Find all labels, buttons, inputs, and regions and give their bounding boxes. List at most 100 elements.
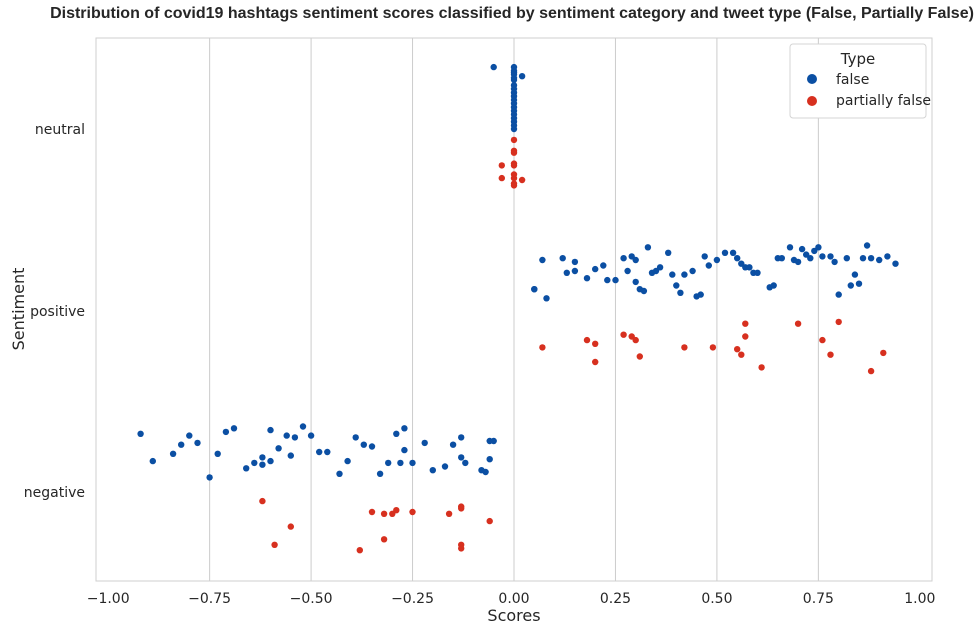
point-partially-false-positive: [742, 320, 749, 327]
point-false-positive: [819, 253, 826, 260]
point-partially-false-neutral: [510, 174, 518, 182]
point-false-negative: [299, 423, 307, 430]
point-partially-false-positive: [592, 358, 599, 366]
point-false-negative: [169, 450, 177, 457]
point-false-negative: [458, 434, 465, 441]
legend-box: [789, 43, 927, 119]
x-tick-label: −1.00: [87, 591, 130, 607]
point-false-positive: [673, 282, 680, 289]
point-false-neutral: [518, 73, 526, 80]
point-false-positive: [835, 291, 842, 298]
point-false-negative: [344, 457, 351, 465]
point-false-positive: [843, 255, 850, 262]
point-partially-false-negative: [271, 541, 278, 548]
point-false-positive: [624, 267, 631, 275]
point-false-positive: [798, 245, 806, 253]
point-partially-false-negative: [259, 497, 266, 505]
point-false-negative: [458, 454, 465, 461]
point-false-positive: [786, 244, 794, 251]
point-partially-false-positive: [827, 351, 834, 358]
point-false-positive: [746, 264, 753, 271]
point-false-negative: [401, 446, 408, 454]
point-false-positive: [847, 282, 854, 289]
point-false-negative: [385, 459, 392, 467]
x-tick-label: 0.75: [803, 591, 834, 607]
point-false-negative: [283, 432, 290, 439]
point-partially-false-positive: [794, 320, 802, 327]
point-partially-false-negative: [380, 510, 388, 517]
point-false-negative: [421, 439, 428, 447]
point-false-negative: [243, 465, 250, 472]
chart-title: Distribution of covid19 hashtags sentime…: [50, 5, 974, 22]
legend: Type false partially false: [789, 43, 931, 119]
point-partially-false-positive: [835, 318, 842, 326]
point-false-positive: [632, 256, 639, 264]
point-partially-false-negative: [458, 505, 465, 512]
point-false-positive: [539, 256, 546, 264]
point-false-negative: [186, 432, 193, 439]
legend-marker-partially-false: [807, 96, 817, 106]
point-false-negative: [206, 474, 213, 481]
point-false-negative: [360, 441, 367, 448]
point-false-negative: [449, 441, 457, 448]
point-false-neutral: [510, 74, 518, 82]
point-false-positive: [669, 271, 676, 278]
point-false-positive: [851, 271, 859, 278]
y-tick-label-positive: positive: [30, 304, 85, 320]
x-tick-label: 0.00: [498, 591, 529, 607]
point-false-negative: [307, 432, 315, 439]
point-false-positive: [677, 289, 684, 296]
x-tick-label: −0.75: [188, 591, 231, 607]
point-false-positive: [884, 253, 891, 260]
point-partially-false-neutral: [510, 182, 518, 189]
plot-border: [95, 37, 933, 582]
point-false-positive: [697, 291, 704, 298]
point-false-negative: [486, 456, 493, 463]
point-false-negative: [376, 470, 384, 477]
x-tick-label: 1.00: [904, 591, 935, 607]
point-false-positive: [620, 255, 627, 262]
point-partially-false-neutral: [498, 174, 505, 182]
point-false-negative: [149, 457, 156, 465]
point-false-positive: [563, 269, 570, 276]
x-axis-ticks: −1.00 −0.75 −0.50 −0.25 0.00 0.25 0.50 0.75 1.00: [87, 591, 936, 607]
point-false-negative: [324, 448, 331, 456]
point-false-positive: [811, 247, 818, 255]
point-false-positive: [754, 269, 761, 276]
y-axis-ticks: neutral positive negative: [24, 122, 85, 501]
legend-title: Type: [840, 50, 875, 68]
point-false-positive: [681, 271, 688, 278]
legend-marker-false: [807, 74, 817, 84]
point-false-positive: [583, 275, 591, 282]
point-partially-false-neutral: [498, 162, 505, 169]
point-false-negative: [194, 439, 201, 447]
point-partially-false-positive: [819, 336, 826, 344]
point-false-negative: [352, 434, 359, 441]
point-false-negative: [336, 470, 343, 477]
point-false-positive: [665, 249, 672, 256]
scatter-points: [137, 63, 899, 554]
y-tick-label-neutral: neutral: [35, 122, 85, 138]
point-false-neutral: [490, 63, 497, 71]
point-false-negative: [267, 426, 274, 434]
point-false-positive: [803, 251, 810, 258]
point-false-negative: [429, 467, 436, 474]
point-partially-false-positive: [632, 336, 639, 344]
point-false-positive: [656, 264, 664, 271]
point-false-positive: [559, 255, 566, 262]
point-partially-false-neutral: [510, 149, 518, 156]
point-false-negative: [401, 425, 408, 432]
point-false-negative: [287, 452, 294, 459]
point-partially-false-negative: [380, 536, 388, 543]
x-axis-label: Scores: [487, 606, 540, 625]
point-false-negative: [251, 459, 258, 467]
point-false-negative: [259, 454, 266, 461]
point-false-positive: [734, 255, 741, 262]
point-false-positive: [689, 267, 696, 275]
point-partially-false-positive: [636, 353, 643, 360]
point-false-positive: [644, 244, 652, 251]
point-false-positive: [892, 260, 899, 267]
point-partially-false-negative: [486, 517, 493, 525]
point-partially-false-positive: [738, 351, 745, 358]
point-false-positive: [859, 255, 867, 262]
